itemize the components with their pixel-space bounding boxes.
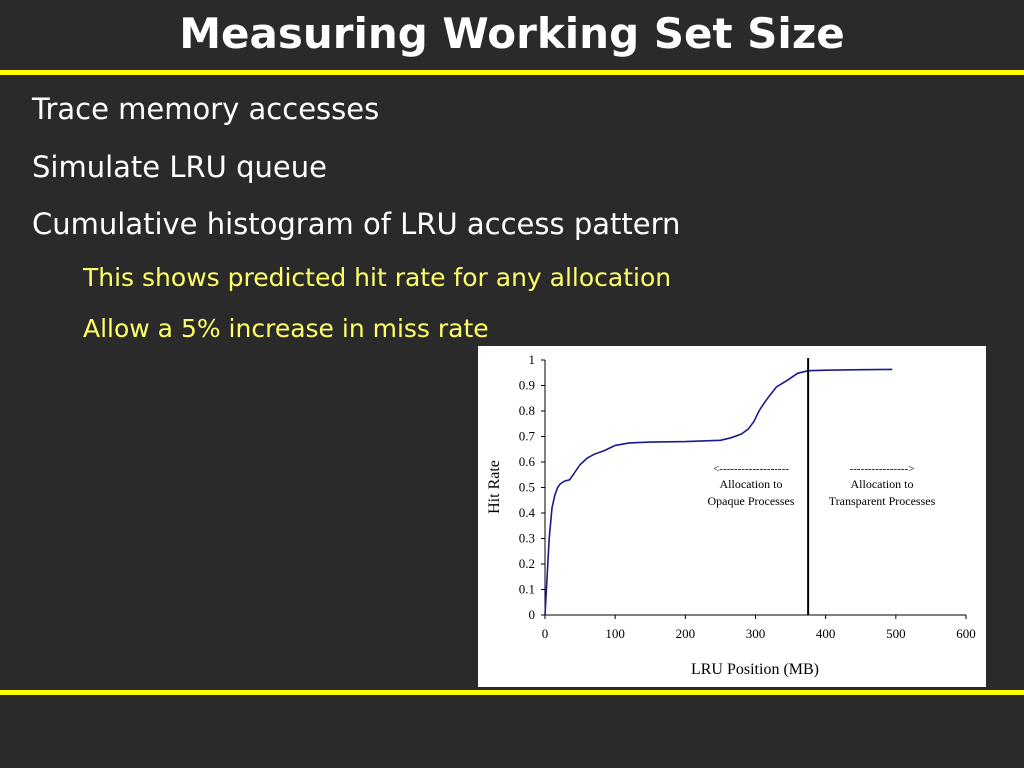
right-annotation-line1: Allocation to <box>851 477 914 491</box>
y-tick-label: 0.4 <box>519 505 536 520</box>
hit-rate-chart: 0 0.1 0.2 0.3 0.4 0.5 0.6 0.7 0.8 0.9 1 0 100 200 300 4… <box>486 352 976 678</box>
x-tick-label: 400 <box>816 626 836 641</box>
x-tick-label: 200 <box>676 626 696 641</box>
y-axis-label: Hit Rate <box>486 460 503 514</box>
chart-panel: 0 0.1 0.2 0.3 0.4 0.5 0.6 0.7 0.8 0.9 1 0 100 200 300 4… <box>478 346 986 687</box>
bullet-simulate: Simulate LRU queue <box>32 150 327 184</box>
sub-bullet-miss-rate: Allow a 5% increase in miss rate <box>83 314 489 343</box>
x-tick-label: 600 <box>956 626 976 641</box>
y-tick-label: 0.3 <box>519 531 535 546</box>
left-annotation-line1: Allocation to <box>720 477 783 491</box>
right-annotation-line2: Transparent Processes <box>829 494 936 508</box>
bottom-rule <box>0 690 1024 695</box>
x-axis-label: LRU Position (MB) <box>691 661 819 678</box>
left-annotation-line2: Opaque Processes <box>708 494 795 508</box>
left-arrow: <------------------- <box>713 463 789 475</box>
y-tick-label: 1 <box>529 352 536 367</box>
y-tick-label: 0.1 <box>519 582 535 597</box>
x-tick-label: 300 <box>746 626 766 641</box>
hit-rate-line <box>544 368 893 616</box>
right-arrow: ----------------> <box>850 463 915 475</box>
bullet-histogram: Cumulative histogram of LRU access patte… <box>32 207 681 241</box>
y-tick-label: 0 <box>529 607 536 622</box>
slide-title: Measuring Working Set Size <box>179 9 845 58</box>
x-tick-label: 0 <box>542 626 549 641</box>
x-tick-label: 100 <box>605 626 625 641</box>
top-rule <box>0 70 1024 75</box>
sub-bullet-hit-rate: This shows predicted hit rate for any al… <box>83 263 672 292</box>
y-tick-label: 0.2 <box>519 556 535 571</box>
y-tick-label: 0.9 <box>519 378 535 393</box>
x-tick-label: 500 <box>886 626 906 641</box>
y-tick-label: 0.7 <box>519 429 536 444</box>
y-tick-label: 0.5 <box>519 480 535 495</box>
bullet-trace: Trace memory accesses <box>32 92 380 126</box>
y-tick-label: 0.6 <box>519 454 536 469</box>
y-tick-label: 0.8 <box>519 403 535 418</box>
